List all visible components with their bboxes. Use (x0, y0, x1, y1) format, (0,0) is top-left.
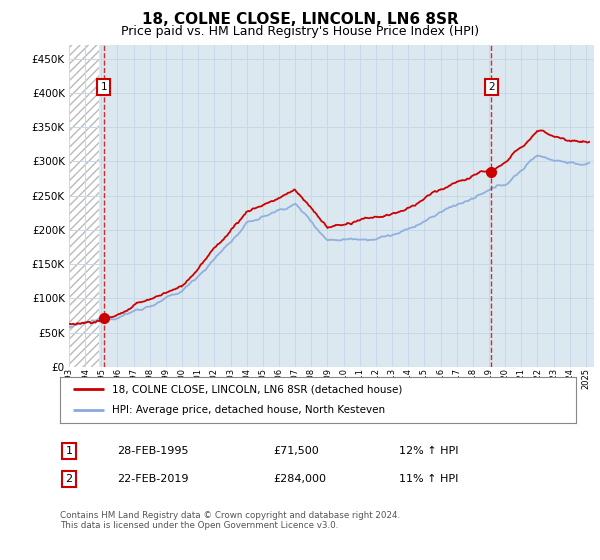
Text: 18, COLNE CLOSE, LINCOLN, LN6 8SR (detached house): 18, COLNE CLOSE, LINCOLN, LN6 8SR (detac… (112, 384, 402, 394)
Text: Contains HM Land Registry data © Crown copyright and database right 2024.
This d: Contains HM Land Registry data © Crown c… (60, 511, 400, 530)
Text: 28-FEB-1995: 28-FEB-1995 (117, 446, 188, 456)
Text: 1: 1 (101, 82, 107, 92)
Text: 18, COLNE CLOSE, LINCOLN, LN6 8SR: 18, COLNE CLOSE, LINCOLN, LN6 8SR (142, 12, 458, 27)
Text: 2: 2 (65, 474, 73, 484)
Text: 1: 1 (65, 446, 73, 456)
Text: 12% ↑ HPI: 12% ↑ HPI (399, 446, 458, 456)
Text: £71,500: £71,500 (273, 446, 319, 456)
Text: 22-FEB-2019: 22-FEB-2019 (117, 474, 188, 484)
Text: £284,000: £284,000 (273, 474, 326, 484)
Text: HPI: Average price, detached house, North Kesteven: HPI: Average price, detached house, Nort… (112, 405, 385, 416)
Text: Price paid vs. HM Land Registry's House Price Index (HPI): Price paid vs. HM Land Registry's House … (121, 25, 479, 38)
Text: 2: 2 (488, 82, 494, 92)
Text: 11% ↑ HPI: 11% ↑ HPI (399, 474, 458, 484)
